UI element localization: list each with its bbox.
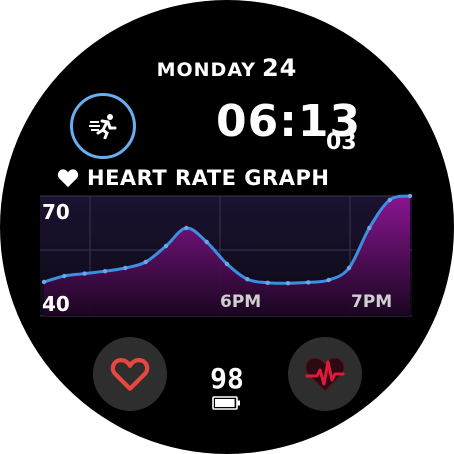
date-display: MONDAY 24 bbox=[0, 54, 454, 82]
heart-rate-point bbox=[346, 265, 352, 271]
heart-rate-area bbox=[44, 196, 410, 316]
heart-rate-point bbox=[41, 279, 47, 285]
heart-rate-icon bbox=[305, 357, 345, 392]
heart-rate-point bbox=[306, 280, 311, 285]
heart-rate-point bbox=[143, 259, 148, 265]
heart-rate-point bbox=[367, 225, 372, 231]
digital-time: 06:13 03 bbox=[216, 96, 362, 155]
heart-rate-point bbox=[387, 197, 392, 203]
battery-icon bbox=[212, 396, 240, 410]
heart-rate-button[interactable] bbox=[288, 337, 362, 411]
heart-rate-point bbox=[123, 265, 128, 271]
x-label-7pm: 7PM bbox=[351, 292, 393, 312]
x-label-6pm: 6PM bbox=[220, 292, 262, 312]
running-icon bbox=[89, 114, 117, 139]
heart-icon bbox=[110, 357, 150, 391]
heart-rate-point bbox=[326, 277, 331, 283]
y-label-top: 70 bbox=[42, 200, 70, 224]
time-seconds: 03 bbox=[326, 130, 357, 155]
heart-button[interactable] bbox=[93, 337, 167, 411]
heart-rate-point bbox=[407, 193, 413, 199]
heart-rate-point bbox=[184, 225, 189, 231]
heart-rate-point bbox=[204, 239, 209, 245]
battery-value: 98 bbox=[210, 362, 244, 395]
heart-rate-point bbox=[224, 261, 230, 267]
time-hours-minutes: 06:13 bbox=[216, 96, 362, 147]
battery-complication[interactable]: 98 bbox=[0, 362, 454, 414]
heart-rate-point bbox=[265, 280, 270, 285]
heart-rate-point bbox=[82, 271, 87, 276]
y-label-bottom: 40 bbox=[42, 292, 70, 316]
graph-title: HEART RATE GRAPH bbox=[57, 166, 329, 190]
heart-rate-point bbox=[62, 273, 67, 279]
weekday: MONDAY bbox=[156, 59, 256, 81]
heart-icon bbox=[57, 169, 79, 188]
heart-rate-point bbox=[285, 281, 291, 286]
heart-rate-point bbox=[163, 243, 169, 249]
graph-title-text: HEART RATE GRAPH bbox=[87, 166, 330, 190]
day-number: 24 bbox=[261, 54, 298, 82]
heart-rate-point bbox=[245, 277, 250, 282]
heart-rate-point bbox=[102, 269, 108, 274]
activity-complication[interactable] bbox=[70, 93, 136, 159]
